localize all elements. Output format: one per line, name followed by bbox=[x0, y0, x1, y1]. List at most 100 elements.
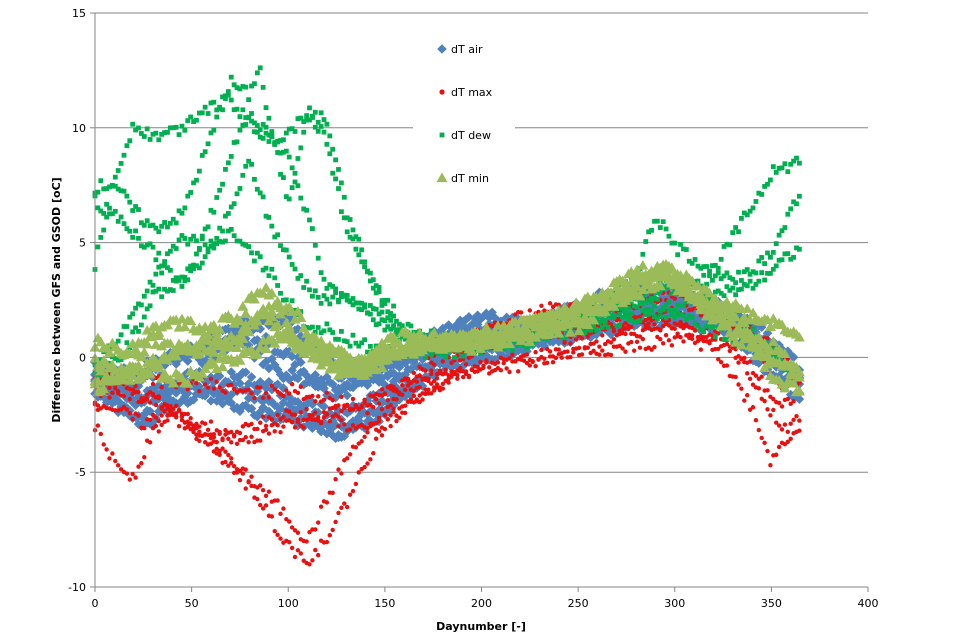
data-point bbox=[748, 320, 758, 331]
data-point bbox=[130, 400, 141, 410]
data-point bbox=[338, 290, 344, 296]
data-point bbox=[649, 317, 654, 323]
data-point bbox=[130, 329, 136, 335]
data-point bbox=[208, 376, 214, 382]
data-point bbox=[710, 324, 715, 330]
data-point bbox=[316, 381, 326, 391]
data-point bbox=[223, 377, 234, 387]
data-point bbox=[263, 427, 269, 433]
data-point bbox=[153, 130, 159, 136]
data-point bbox=[127, 199, 133, 205]
data-point bbox=[258, 438, 263, 443]
data-point bbox=[176, 208, 182, 214]
data-point bbox=[162, 259, 167, 264]
data-point bbox=[550, 354, 556, 359]
data-point bbox=[249, 118, 254, 124]
data-point bbox=[248, 293, 260, 304]
data-point bbox=[101, 227, 107, 233]
data-point bbox=[516, 356, 521, 362]
data-point bbox=[559, 355, 564, 360]
data-point bbox=[176, 237, 182, 243]
data-point bbox=[585, 302, 597, 313]
data-point bbox=[272, 275, 278, 281]
data-point bbox=[654, 316, 660, 322]
data-point bbox=[153, 402, 159, 408]
data-point bbox=[261, 331, 271, 342]
data-point bbox=[327, 430, 338, 441]
data-point bbox=[144, 126, 150, 132]
data-point bbox=[788, 421, 793, 426]
data-point bbox=[324, 391, 335, 401]
data-point bbox=[153, 423, 159, 429]
data-point bbox=[472, 358, 483, 368]
data-point bbox=[362, 464, 367, 470]
data-point bbox=[223, 427, 228, 433]
data-point bbox=[202, 104, 208, 110]
data-point bbox=[373, 436, 379, 441]
data-point bbox=[109, 183, 115, 189]
data-point bbox=[744, 267, 750, 272]
data-point bbox=[223, 459, 228, 465]
data-point bbox=[173, 415, 179, 420]
data-point bbox=[316, 394, 321, 399]
data-point bbox=[773, 170, 779, 175]
data-point bbox=[162, 263, 167, 268]
data-point bbox=[382, 412, 388, 418]
data-point bbox=[298, 410, 304, 415]
data-point bbox=[406, 364, 416, 374]
data-point bbox=[602, 321, 608, 326]
data-point bbox=[145, 419, 155, 429]
data-point bbox=[735, 339, 747, 350]
data-point bbox=[362, 434, 367, 440]
data-point bbox=[263, 423, 269, 429]
data-point bbox=[347, 427, 353, 432]
data-point bbox=[411, 370, 417, 376]
data-point bbox=[214, 195, 220, 200]
data-point bbox=[188, 416, 193, 421]
data-point bbox=[240, 172, 246, 178]
y-tick-label: -5 bbox=[75, 466, 86, 479]
data-point bbox=[793, 385, 805, 396]
data-point bbox=[202, 149, 208, 155]
data-point bbox=[501, 346, 507, 351]
data-point bbox=[698, 265, 704, 271]
data-point bbox=[211, 127, 217, 133]
data-point bbox=[292, 412, 298, 417]
data-point bbox=[194, 263, 199, 269]
data-point bbox=[342, 422, 347, 427]
data-point bbox=[272, 234, 278, 240]
data-point bbox=[196, 265, 202, 271]
data-point bbox=[625, 290, 637, 301]
data-point bbox=[304, 325, 310, 330]
data-point bbox=[107, 184, 112, 190]
data-point bbox=[260, 414, 266, 419]
data-point bbox=[196, 247, 202, 253]
y-tick-label: 0 bbox=[79, 351, 86, 364]
data-point bbox=[779, 427, 785, 432]
data-point bbox=[101, 186, 107, 192]
data-point bbox=[171, 412, 176, 417]
data-point bbox=[162, 409, 167, 414]
data-point bbox=[446, 362, 457, 373]
data-point bbox=[267, 397, 277, 407]
data-point bbox=[220, 181, 225, 187]
legend-label: dT max bbox=[451, 86, 493, 99]
data-point bbox=[420, 397, 425, 402]
data-point bbox=[414, 346, 426, 357]
data-point bbox=[356, 300, 362, 306]
data-point bbox=[307, 105, 312, 111]
data-point bbox=[182, 378, 194, 388]
data-point bbox=[156, 264, 162, 270]
data-point bbox=[266, 273, 272, 279]
data-point bbox=[185, 387, 190, 392]
data-point bbox=[736, 360, 741, 365]
data-point bbox=[417, 364, 422, 370]
data-point bbox=[417, 381, 428, 391]
data-point bbox=[138, 131, 144, 136]
data-point bbox=[371, 450, 376, 456]
data-point bbox=[321, 328, 327, 334]
data-point bbox=[408, 380, 414, 386]
data-point bbox=[130, 234, 136, 240]
data-point bbox=[322, 428, 332, 439]
data-point bbox=[214, 371, 225, 381]
